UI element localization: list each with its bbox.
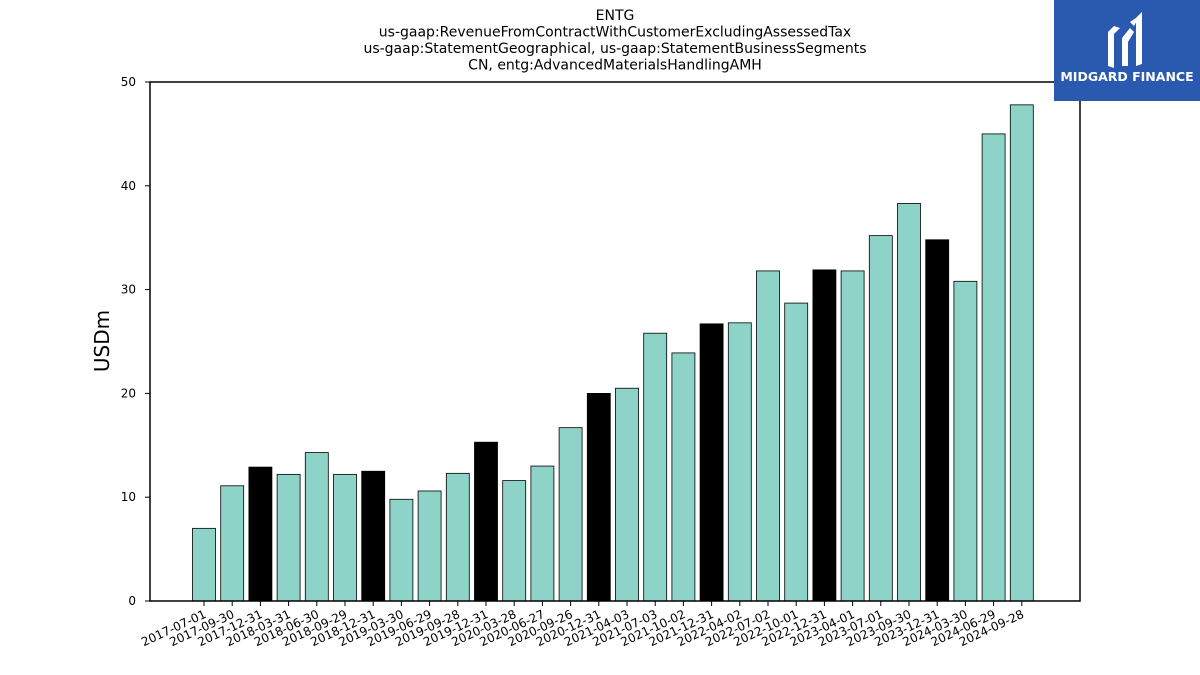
- x-axis: 2017-07-012017-09-302017-12-312018-03-31…: [139, 601, 1026, 649]
- y-tick-label: 0: [128, 594, 136, 608]
- bar-2024-03-30: [953, 280, 978, 602]
- y-axis: 0 10 20 30 40 50: [121, 75, 150, 608]
- y-tick-label: 30: [121, 283, 136, 297]
- bar-2018-06-30: [304, 452, 329, 602]
- bar-2021-12-31: [699, 323, 724, 602]
- bar-2019-09-28: [445, 472, 470, 602]
- bar-2020-09-26: [558, 427, 583, 602]
- brand-logo: MIDGARD FINANCE: [1054, 0, 1200, 101]
- bar-2024-09-28: [1009, 104, 1034, 602]
- bar-2022-10-01: [784, 302, 809, 602]
- bar-2022-07-02: [756, 270, 780, 602]
- bar-2020-06-27: [530, 465, 555, 602]
- bars-group: [192, 104, 1034, 602]
- bar-2018-12-31: [361, 470, 386, 602]
- bar-2021-04-03: [615, 387, 639, 602]
- bar-2024-06-29: [981, 133, 1006, 602]
- plot-frame: [149, 81, 1081, 602]
- bar-2017-09-30: [220, 485, 245, 602]
- bar-2018-09-29: [333, 473, 357, 602]
- title-line-3: us-gaap:StatementGeographical, us-gaap:S…: [363, 41, 866, 57]
- title-line-1: ENTG: [596, 8, 635, 24]
- y-tick-label: 40: [121, 179, 136, 193]
- bar-2017-12-31: [248, 466, 273, 602]
- bar-2023-12-31: [925, 239, 950, 602]
- bar-2022-12-31: [812, 269, 837, 602]
- y-axis-label: USDm: [90, 310, 114, 372]
- bar-2023-07-01: [868, 235, 893, 602]
- bar-2021-07-03: [643, 332, 668, 602]
- title-line-2: us-gaap:RevenueFromContractWithCustomerE…: [379, 25, 851, 41]
- chart-title: ENTG us-gaap:RevenueFromContractWithCust…: [363, 8, 866, 74]
- bar-2017-07-01: [192, 527, 216, 602]
- brand-name: MIDGARD FINANCE: [1060, 69, 1194, 84]
- y-tick-label: 50: [121, 75, 136, 89]
- bar-2019-12-31: [474, 441, 498, 602]
- y-tick-label: 20: [121, 386, 136, 400]
- title-line-4: CN, entg:AdvancedMaterialsHandlingAMH: [468, 58, 762, 74]
- midgard-logo-icon: [1108, 12, 1142, 68]
- bar-2021-10-02: [671, 352, 696, 602]
- bar-2022-04-02: [727, 322, 752, 602]
- bar-2020-03-28: [502, 480, 527, 602]
- bar-2023-09-30: [897, 203, 921, 602]
- bar-2019-06-29: [417, 490, 442, 602]
- bar-2018-03-31: [276, 473, 301, 602]
- bar-2023-04-01: [840, 270, 865, 602]
- bar-2019-03-30: [389, 498, 414, 602]
- y-tick-label: 10: [121, 490, 136, 504]
- bar-2020-12-31: [586, 392, 611, 602]
